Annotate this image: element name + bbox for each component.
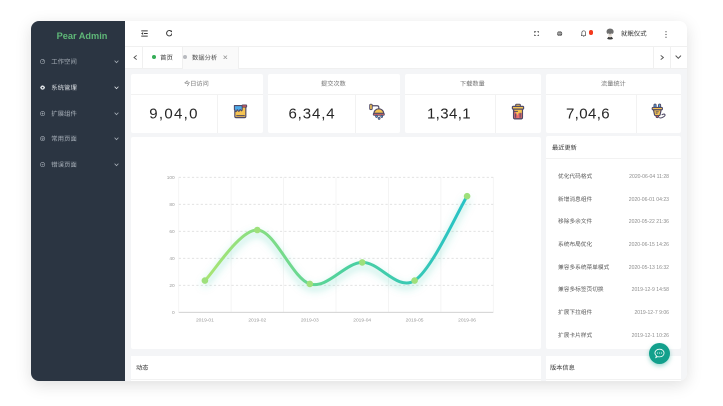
svg-text:9,04,0: 9,04,0: [149, 105, 199, 122]
svg-text:40: 40: [169, 256, 175, 262]
svg-text:6,34,4: 6,34,4: [288, 105, 335, 122]
svg-text:0: 0: [172, 310, 175, 316]
svg-text:2019-01: 2019-01: [195, 317, 213, 323]
svg-text:Pear Admin: Pear Admin: [56, 31, 107, 41]
svg-text:2019-12-9 14:58: 2019-12-9 14:58: [631, 287, 669, 293]
svg-text:2019-03: 2019-03: [300, 317, 318, 323]
svg-text:60: 60: [169, 229, 175, 235]
svg-text:2020-06-04 11:28: 2020-06-04 11:28: [629, 174, 669, 180]
svg-text:2020-06-01 04:23: 2020-06-01 04:23: [629, 196, 669, 202]
svg-text:7,04,6: 7,04,6: [566, 105, 610, 122]
svg-text:2019-06: 2019-06: [458, 317, 476, 323]
svg-text:2020-05-13 16:32: 2020-05-13 16:32: [629, 265, 669, 271]
svg-text:2020-05-22 21:36: 2020-05-22 21:36: [629, 219, 669, 225]
svg-text:2019-12-1 10:26: 2019-12-1 10:26: [631, 333, 669, 339]
svg-text:80: 80: [169, 202, 175, 208]
svg-text:2019-04: 2019-04: [353, 317, 371, 323]
svg-text:1,34,1: 1,34,1: [427, 105, 471, 122]
svg-text:20: 20: [169, 283, 175, 289]
svg-text:2019-02: 2019-02: [248, 317, 266, 323]
svg-text:2019-12-7 9:06: 2019-12-7 9:06: [634, 310, 669, 316]
svg-text:2019-05: 2019-05: [405, 317, 423, 323]
svg-text:100: 100: [166, 175, 174, 181]
svg-text:2020-06-15 14:26: 2020-06-15 14:26: [629, 242, 669, 248]
